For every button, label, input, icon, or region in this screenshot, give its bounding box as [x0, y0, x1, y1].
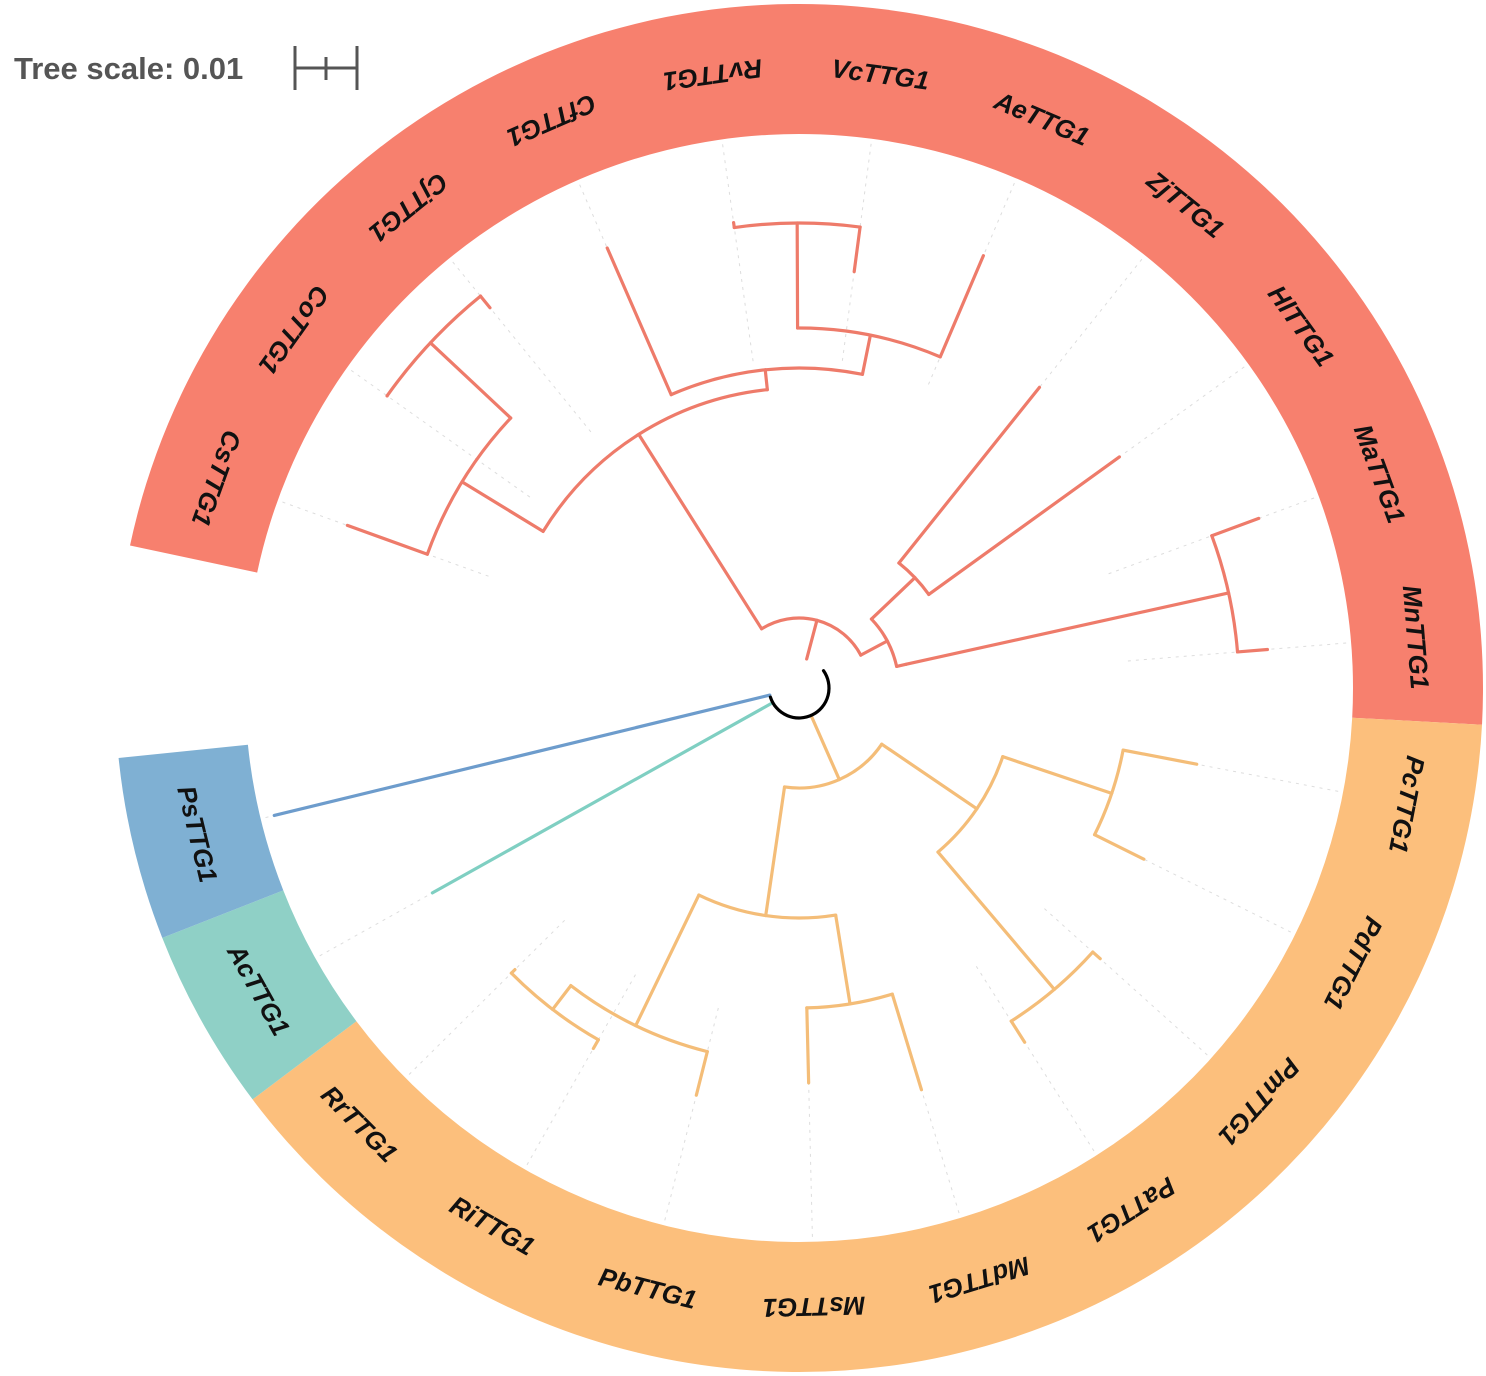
branch-arc-8	[385, 294, 483, 398]
branch-radial-38	[1121, 748, 1199, 766]
branch-arc-17	[732, 221, 862, 230]
branch-radial-46	[834, 913, 852, 1006]
leaf-guide	[1066, 363, 1249, 496]
leaf-guide	[449, 257, 592, 433]
leaf-guide	[315, 848, 512, 959]
branch-arc-37	[1092, 748, 1125, 837]
branch-radial-11	[763, 368, 769, 392]
branch-radial-57	[430, 701, 775, 895]
branch-radial-32	[809, 713, 841, 782]
branch-radial-52	[694, 1050, 709, 1097]
leaf-guide	[405, 919, 565, 1079]
leaf-guide	[894, 1003, 961, 1219]
branch-radial-2	[637, 432, 764, 631]
branch-radial-21	[859, 639, 889, 657]
branch-radial-0	[805, 618, 819, 661]
branch-arc-1	[759, 616, 863, 657]
branch-radial-20	[938, 254, 985, 359]
tree-scale: Tree scale: 0.01	[14, 46, 359, 90]
tree-branches	[272, 220, 1270, 1097]
branch-radial-10	[478, 294, 492, 310]
leaf-guide	[1094, 834, 1296, 935]
branch-radial-40	[936, 850, 1056, 991]
branch-radial-53	[550, 984, 573, 1012]
branch-radial-50	[634, 893, 701, 1028]
branch-radial-23	[869, 576, 917, 621]
branch-radial-44	[764, 785, 787, 918]
leaf-guide	[1127, 642, 1352, 662]
branch-radial-31	[1235, 647, 1270, 654]
leaf-guide	[721, 139, 754, 362]
clade-band-red_group	[130, 3, 1483, 725]
clade-band-actinidia	[162, 890, 357, 1100]
branch-radial-43	[1009, 1019, 1027, 1044]
leaf-guide	[1123, 749, 1344, 793]
clade-band-prunella	[118, 744, 284, 938]
branch-arc-51	[569, 984, 709, 1054]
leaf-guide-lines	[260, 138, 1352, 1242]
leaf-guide	[1044, 908, 1212, 1059]
branch-arc-45	[697, 893, 838, 920]
branch-arc-35	[936, 755, 1005, 854]
branch-arc-12	[669, 366, 865, 397]
branch-arc-47	[805, 992, 894, 1010]
branch-radial-7	[428, 341, 513, 420]
tree-scale-label: Tree scale: 0.01	[14, 51, 243, 86]
branch-radial-34	[880, 742, 979, 811]
branch-radial-56	[509, 968, 517, 975]
leaf-guide	[975, 966, 1098, 1156]
branch-arc-22	[869, 617, 899, 668]
tree-scale-bar	[293, 46, 359, 90]
leaf-guide	[524, 974, 636, 1170]
branch-arc-54	[509, 971, 600, 1042]
clade-band-rosaceae	[252, 717, 1483, 1373]
branch-arc-15	[795, 326, 942, 359]
branch-radial-30	[1210, 516, 1261, 538]
branch-radial-36	[1001, 755, 1114, 795]
branch-radial-26	[927, 455, 1121, 597]
branch-radial-6	[345, 523, 429, 556]
leaf-guide	[1004, 255, 1146, 431]
leaf-guide	[346, 367, 531, 498]
branch-radial-55	[591, 1038, 600, 1051]
branch-radial-58	[272, 693, 772, 818]
branch-arc-33	[782, 742, 884, 790]
leaf-label-msttg1: MsTTG1	[762, 1291, 865, 1323]
branch-radial-19	[852, 225, 862, 274]
branch-radial-49	[805, 1006, 811, 1085]
branch-arc-3	[541, 388, 769, 534]
branch-radial-18	[731, 220, 736, 230]
branch-radial-25	[897, 385, 1042, 565]
branch-radial-13	[605, 246, 673, 397]
branch-radial-39	[1092, 833, 1146, 861]
branch-radial-48	[890, 992, 924, 1092]
clade-color-ring	[118, 3, 1483, 1373]
branch-arc-29	[1210, 534, 1240, 654]
branch-radial-42	[1091, 950, 1102, 961]
leaf-guide	[663, 1007, 719, 1226]
branch-radial-4	[460, 480, 545, 534]
leaf-guide	[806, 1017, 814, 1242]
root-arc	[768, 669, 831, 720]
branch-radial-28	[904, 591, 1231, 666]
branch-arc-41	[1009, 950, 1095, 1023]
branch-arc-5	[425, 416, 513, 556]
branch-radial-14	[860, 333, 872, 376]
branch-radial-27	[895, 662, 909, 668]
